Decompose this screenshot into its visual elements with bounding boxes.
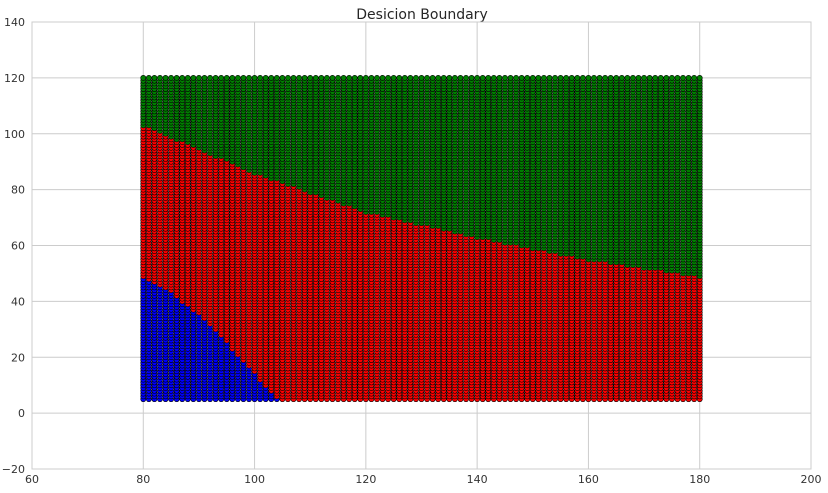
point-green — [229, 74, 236, 81]
point-green — [201, 74, 208, 81]
point-green — [296, 74, 302, 81]
point-green — [362, 74, 369, 81]
point-green — [207, 74, 213, 81]
point-green — [162, 74, 169, 81]
point-green — [157, 74, 163, 81]
point-green — [340, 74, 347, 81]
point-green — [351, 74, 358, 81]
point-green — [329, 74, 336, 81]
point-green — [218, 74, 225, 81]
point-green — [151, 74, 158, 81]
point-green — [196, 74, 202, 81]
point-green — [257, 74, 264, 81]
point-green — [324, 74, 330, 81]
point-green — [190, 74, 197, 81]
point-green — [268, 74, 275, 81]
point-green — [307, 74, 314, 81]
point-green — [173, 74, 180, 81]
point-green — [184, 74, 191, 81]
point-green — [335, 74, 341, 81]
point-green — [246, 74, 252, 81]
point-green — [285, 74, 291, 81]
point-green — [168, 74, 175, 81]
point-green — [212, 74, 219, 81]
point-green — [279, 74, 286, 81]
point-green — [234, 74, 241, 81]
point-green — [301, 74, 308, 81]
data-points — [140, 74, 703, 403]
point-green — [223, 74, 230, 81]
point-green — [262, 74, 269, 81]
point-green — [179, 74, 186, 81]
point-green — [318, 74, 325, 81]
point-green — [240, 74, 247, 81]
point-green — [145, 74, 152, 81]
point-green — [251, 74, 258, 81]
point-green — [357, 74, 364, 81]
point-green — [140, 74, 147, 81]
point-green — [273, 74, 280, 81]
point-green — [290, 74, 297, 81]
point-green — [346, 74, 353, 81]
chart-title: Desicion Boundary — [356, 7, 487, 23]
point-green — [312, 74, 319, 81]
point-green — [368, 74, 375, 81]
